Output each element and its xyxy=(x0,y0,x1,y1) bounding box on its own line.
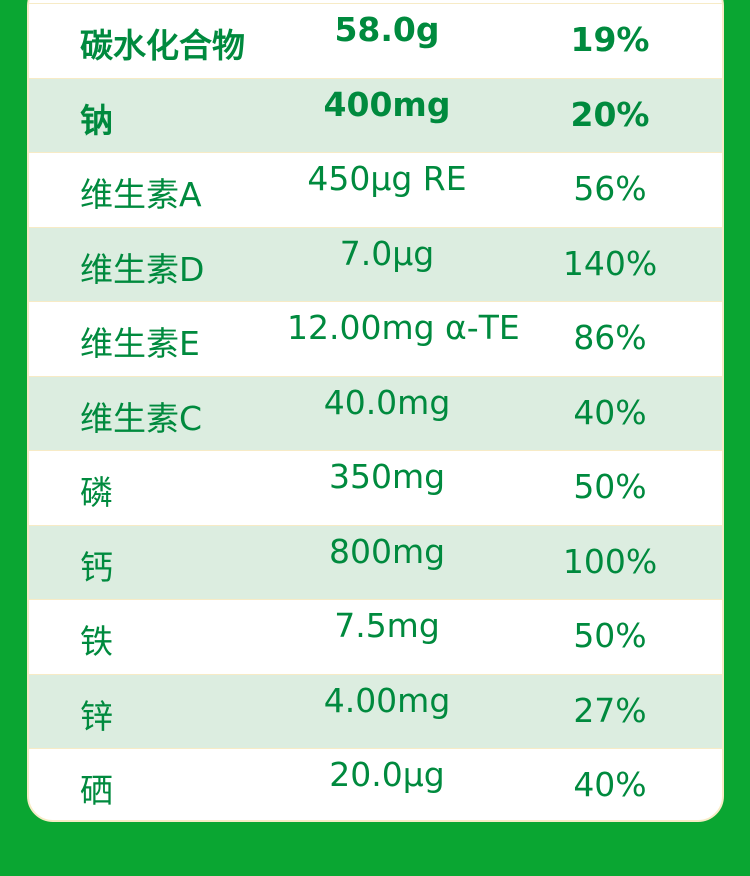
nutrient-name: 锌 xyxy=(80,696,113,736)
nutrient-amount: 800mg xyxy=(328,531,446,571)
nutrient-nrv: 20% xyxy=(570,94,650,134)
nutrient-nrv: 140% xyxy=(562,243,658,283)
nutrient-name: 维生素D xyxy=(80,249,205,289)
table-row: 钠 400mg 20% xyxy=(29,77,722,152)
nutrient-nrv: 19% xyxy=(570,20,650,59)
nutrient-name: 维生素E xyxy=(80,324,200,363)
nutrient-nrv: 86% xyxy=(573,318,647,357)
nutrient-amount: 450μg RE xyxy=(307,159,467,198)
nutrient-amount: 350mg xyxy=(328,457,446,496)
nutrient-name: 维生素A xyxy=(80,175,202,214)
nutrient-nrv: 27% xyxy=(573,690,647,730)
nutrient-amount: 58.0g xyxy=(334,10,440,49)
table-row: 钙 800mg 100% xyxy=(29,524,722,599)
nutrient-amount: 4.00mg xyxy=(323,680,451,720)
nutrient-nrv: 50% xyxy=(573,467,647,506)
nutrient-amount: 7.0μg xyxy=(339,233,435,273)
nutrient-name: 钠 xyxy=(80,100,113,140)
nutrition-rows: 碳水化合物 58.0g 19% 钠 400mg 20% 维生素A 450μg RE 56% 维生素… xyxy=(29,3,722,820)
table-row: 维生素A 450μg RE 56% xyxy=(29,152,722,227)
nutrient-amount: 12.00mg α-TE xyxy=(287,308,520,347)
table-row: 维生素E 12.00mg α-TE 86% xyxy=(29,301,722,376)
table-row: 铁 7.5mg 50% xyxy=(29,599,722,674)
table-row: 锌 4.00mg 27% xyxy=(29,673,722,748)
nutrient-amount: 40.0mg xyxy=(323,382,451,422)
nutrient-nrv: 50% xyxy=(573,616,647,655)
table-row: 硒 20.0μg 40% xyxy=(29,748,722,820)
nutrient-nrv: 100% xyxy=(562,541,658,581)
table-row: 维生素C 40.0mg 40% xyxy=(29,375,722,450)
nutrient-name: 维生素C xyxy=(80,398,203,438)
nutrient-nrv: 40% xyxy=(573,765,647,804)
nutrient-nrv: 56% xyxy=(573,169,647,208)
nutrient-nrv: 40% xyxy=(573,392,647,432)
table-row: 维生素D 7.0μg 140% xyxy=(29,226,722,301)
nutrient-amount: 20.0μg xyxy=(329,755,445,794)
nutrient-name: 碳水化合物 xyxy=(80,26,245,65)
nutrient-amount: 400mg xyxy=(323,84,451,124)
nutrient-name: 磷 xyxy=(80,473,113,512)
table-row: 磷 350mg 50% xyxy=(29,450,722,525)
nutrient-amount: 7.5mg xyxy=(334,606,440,645)
nutrition-table: 碳水化合物 58.0g 19% 钠 400mg 20% 维生素A 450μg RE 56% 维生素… xyxy=(27,0,724,822)
table-row: 碳水化合物 58.0g 19% xyxy=(29,3,722,78)
nutrient-name: 硒 xyxy=(80,771,113,810)
nutrient-name: 钙 xyxy=(80,547,113,587)
nutrient-name: 铁 xyxy=(80,622,113,661)
